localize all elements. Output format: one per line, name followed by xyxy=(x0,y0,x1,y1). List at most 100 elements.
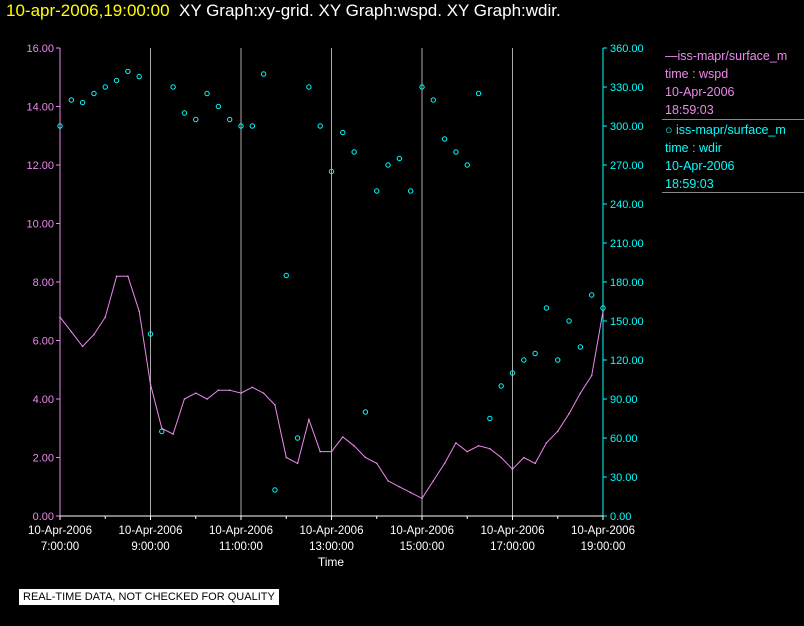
left-tick-label: 10.00 xyxy=(26,219,54,231)
grid-lines xyxy=(150,48,513,516)
left-tick-label: 2.00 xyxy=(33,453,54,465)
wspd-point xyxy=(59,316,61,318)
wspd-point xyxy=(285,456,288,459)
wdir-point xyxy=(566,318,572,324)
wspd-point xyxy=(353,445,355,447)
right-tick-label: 300.00 xyxy=(610,121,644,133)
wspd-point xyxy=(375,462,378,465)
wspd-point xyxy=(500,456,502,459)
wdir-point xyxy=(464,162,470,168)
wdir-point xyxy=(374,188,380,194)
wdir-point xyxy=(430,97,437,103)
wdir-point xyxy=(272,487,278,493)
right-axis-ticks: 0.00 30.00 60.00 90.00 120.00 150.00 180.00 210… xyxy=(603,43,644,523)
right-tick-label: 270.00 xyxy=(610,160,644,172)
wspd-point xyxy=(262,392,265,394)
wdir-point xyxy=(113,77,120,84)
wspd-point xyxy=(568,412,570,415)
right-tick-label: 330.00 xyxy=(610,82,644,94)
wspd-point xyxy=(161,427,163,430)
wdir-point xyxy=(487,415,493,422)
wspd-point xyxy=(364,456,367,459)
right-tick-label: 210.00 xyxy=(610,238,644,250)
wspd-point xyxy=(545,442,548,444)
x-axis-ticks: 10-Apr-2006 7:00:00 10-Apr-2006 9:00:00 10-A… xyxy=(28,516,635,553)
wspd-point xyxy=(409,491,412,494)
wspd-point xyxy=(228,389,231,392)
wspd-point xyxy=(579,392,582,394)
wspd-point xyxy=(602,310,604,313)
wdir-point xyxy=(543,305,550,311)
left-tick-label: 0.00 xyxy=(33,511,54,523)
legend-divider xyxy=(662,192,804,193)
legend-wdir-date: 10-Apr-2006 xyxy=(665,159,735,173)
wspd-point xyxy=(330,450,333,453)
wdir-point xyxy=(419,84,425,90)
wspd-point xyxy=(206,398,208,400)
wspd-point xyxy=(443,462,446,465)
wspd-point xyxy=(194,392,197,394)
wspd-point xyxy=(421,497,423,500)
left-tick-label: 6.00 xyxy=(33,336,54,348)
wdir-point xyxy=(181,110,188,116)
wspd-series xyxy=(59,275,604,500)
wdir-point xyxy=(170,84,176,90)
wspd-point xyxy=(523,456,525,459)
wspd-point xyxy=(274,404,276,406)
legend-divider xyxy=(662,119,804,120)
x-tick-label-date: 10-Apr-2006 xyxy=(571,525,635,537)
x-tick-label-time: 9:00:00 xyxy=(131,541,169,553)
wspd-point xyxy=(183,398,186,400)
legend-wspd: —iss-mapr/surface_m time : wspd 10-Apr-2… xyxy=(665,47,804,119)
wdir-point xyxy=(362,409,369,415)
right-tick-label: 150.00 xyxy=(610,316,644,328)
x-tick-label-date: 10-Apr-2006 xyxy=(300,525,364,537)
wdir-point xyxy=(521,357,527,363)
x-tick-label-date: 10-Apr-2006 xyxy=(28,525,92,537)
wdir-point xyxy=(328,168,335,175)
wdir-point xyxy=(340,129,346,136)
x-tick-label-time: 7:00:00 xyxy=(41,541,79,553)
wspd-point xyxy=(489,447,491,450)
x-tick-label-time: 11:00:00 xyxy=(219,541,263,553)
wdir-point xyxy=(555,357,561,363)
left-tick-label: 4.00 xyxy=(33,394,54,406)
wdir-point xyxy=(147,331,154,337)
wspd-point xyxy=(115,275,118,277)
legend-wdir-source: ○ iss-mapr/surface_m xyxy=(665,123,786,137)
x-tick-label-time: 17:00:00 xyxy=(490,541,535,553)
wspd-point xyxy=(319,450,321,453)
page-title: 10-apr-2006,19:00:00 XY Graph:xy-grid. X… xyxy=(6,1,561,21)
right-tick-label: 30.00 xyxy=(610,472,638,484)
wdir-point xyxy=(79,99,86,106)
legend-wspd-date: 10-Apr-2006 xyxy=(665,85,735,99)
wspd-point xyxy=(342,436,344,438)
legend-wdir: ○ iss-mapr/surface_m time : wdir 10-Apr-… xyxy=(665,121,804,193)
x-axis-label: Time xyxy=(318,555,345,569)
wdir-point xyxy=(407,188,414,194)
wspd-point xyxy=(70,330,73,333)
wdir-point xyxy=(532,350,538,357)
wspd-point xyxy=(590,374,593,377)
x-tick-label-date: 10-Apr-2006 xyxy=(119,525,183,537)
wdir-point xyxy=(283,272,289,279)
wdir-point xyxy=(385,162,391,168)
left-tick-label: 14.00 xyxy=(26,102,54,114)
wdir-point xyxy=(294,435,301,441)
wspd-point xyxy=(466,450,469,453)
wdir-point xyxy=(159,428,165,435)
left-axis-ticks: 0.00 2.00 4.00 6.00 8.00 10.00 12.00 14.00 16.00 xyxy=(26,43,60,523)
wdir-point xyxy=(441,136,448,142)
wdir-point xyxy=(68,97,75,103)
x-tick-label-date: 10-Apr-2006 xyxy=(209,525,273,537)
wdir-point xyxy=(453,149,459,155)
wspd-point xyxy=(534,462,536,465)
right-tick-label: 240.00 xyxy=(610,199,644,211)
x-tick-label-time: 15:00:00 xyxy=(400,541,445,553)
wspd-point xyxy=(477,445,480,447)
x-tick-label-time: 19:00:00 xyxy=(581,541,626,553)
title-timestamp: 10-apr-2006,19:00:00 xyxy=(6,1,170,20)
left-tick-label: 8.00 xyxy=(33,277,54,289)
wdir-point xyxy=(260,71,267,77)
